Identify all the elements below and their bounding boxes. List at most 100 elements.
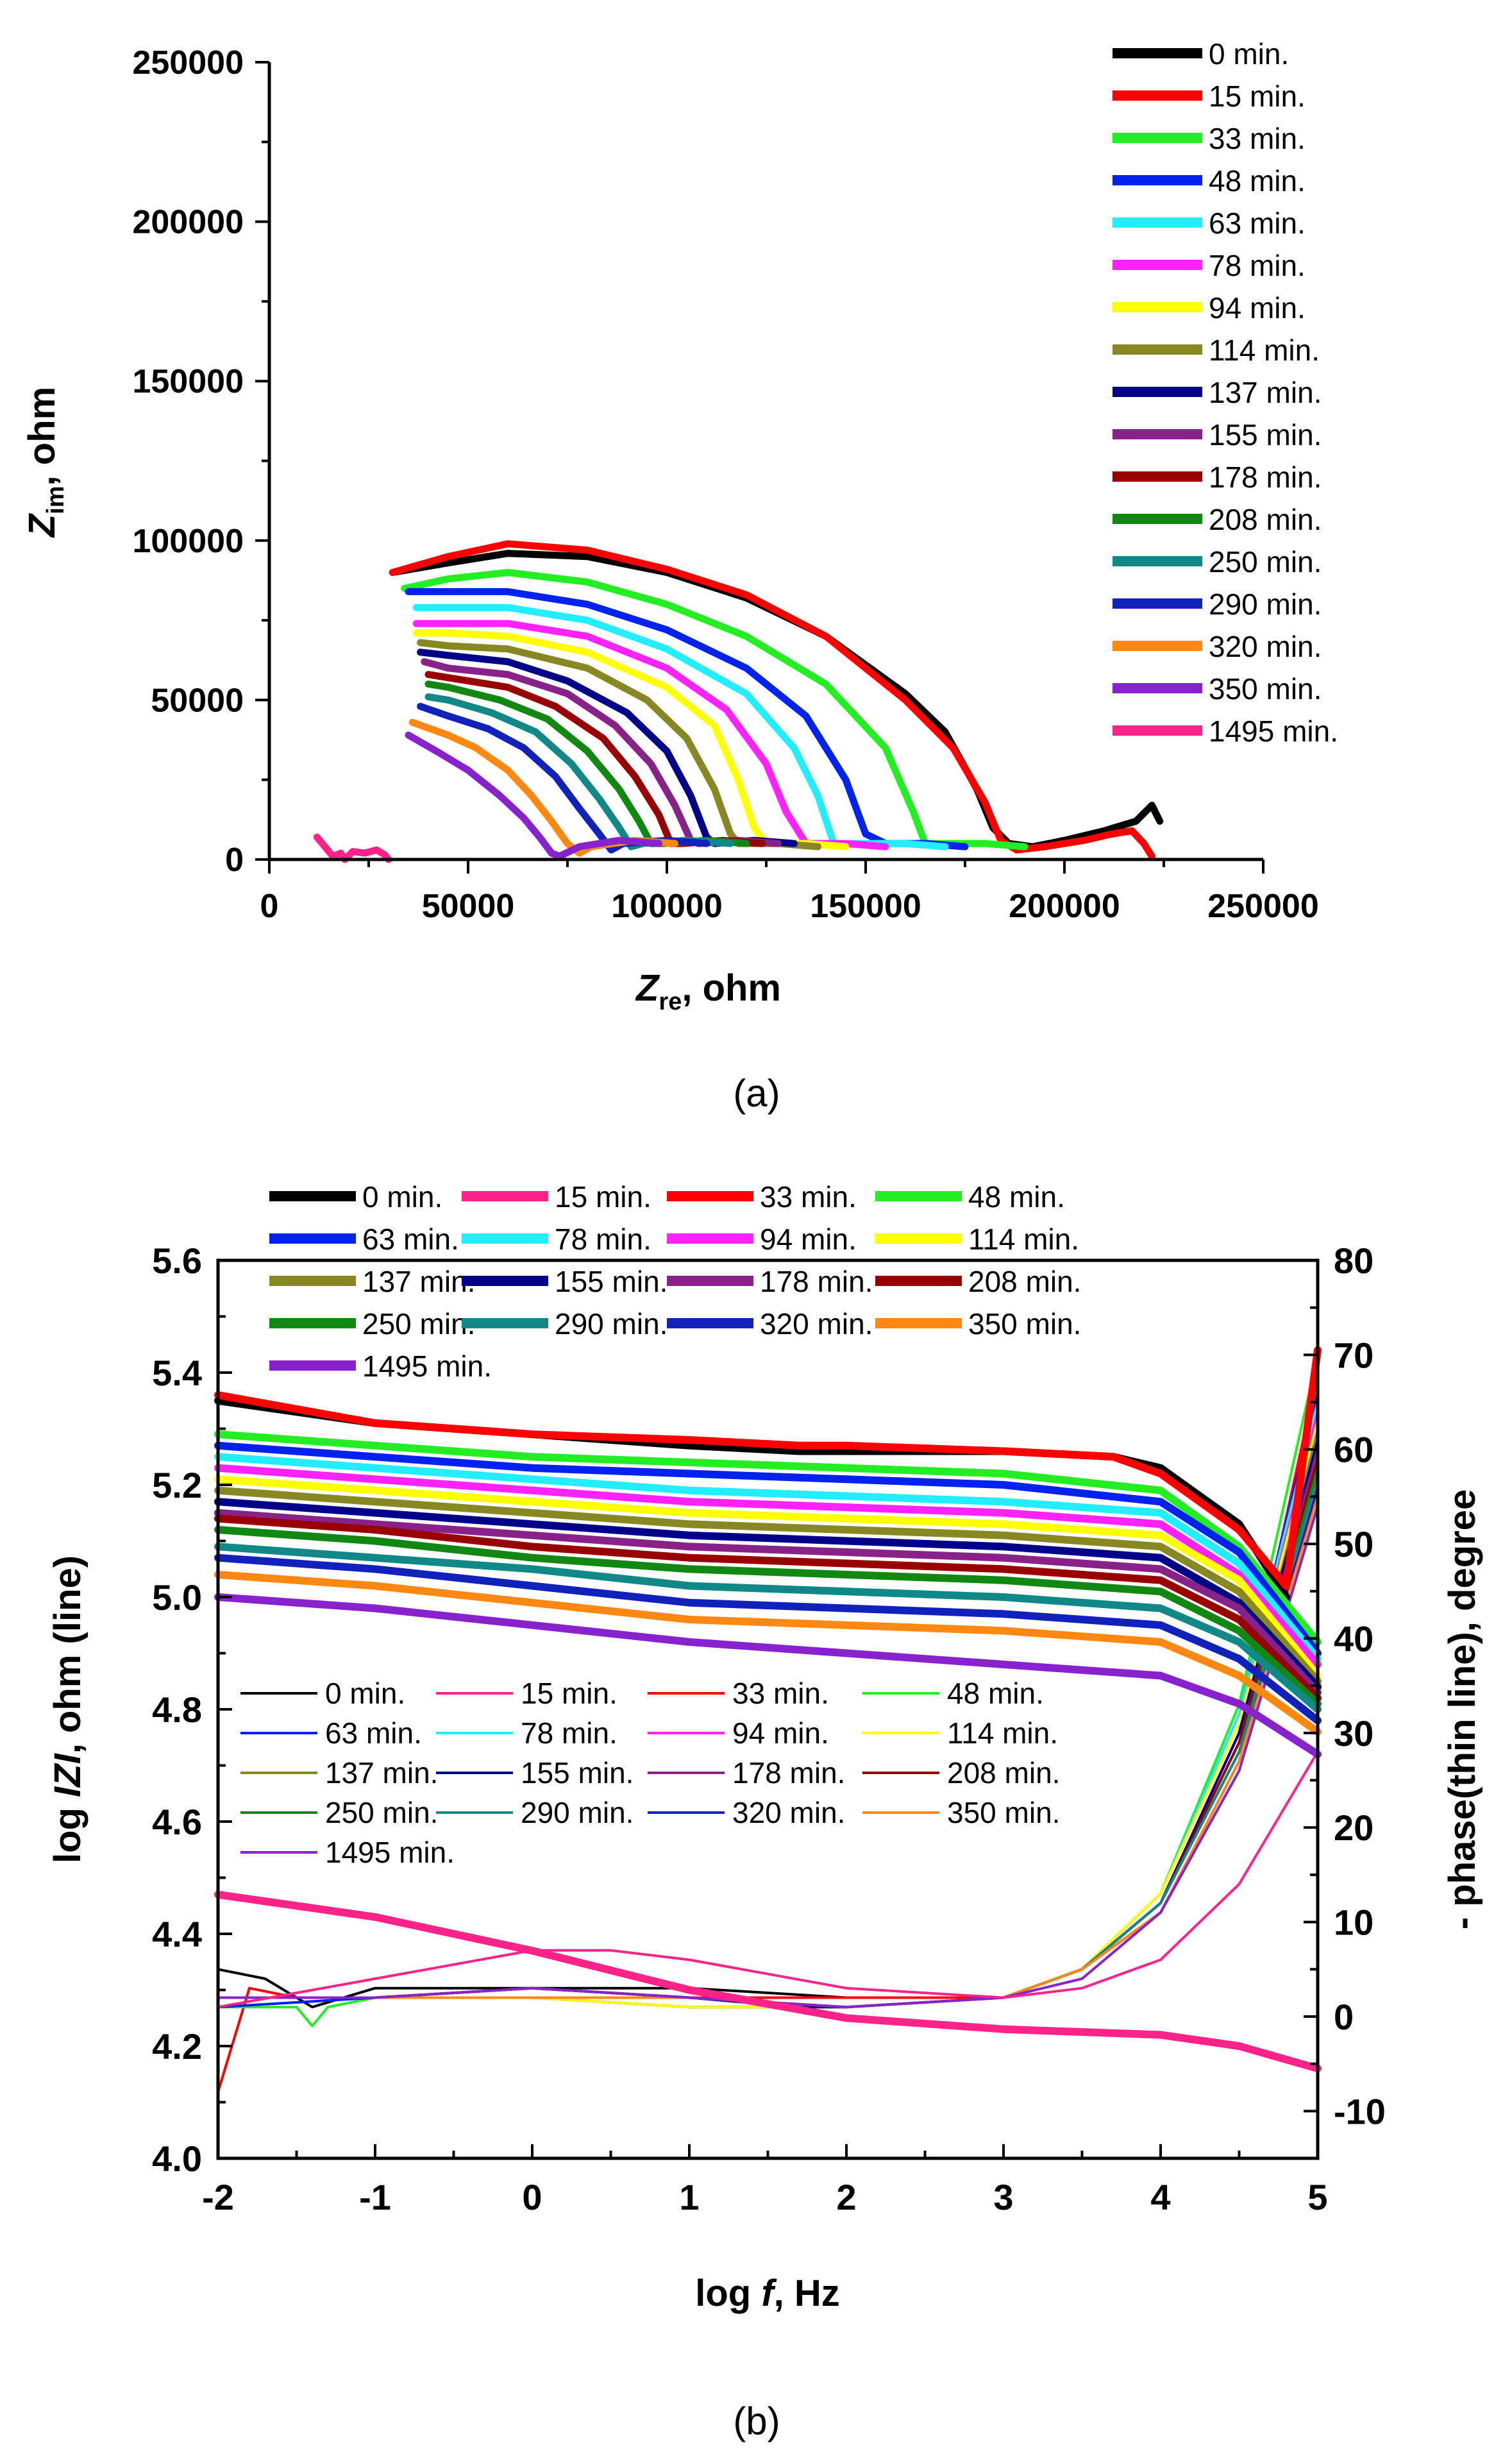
- panel-b-legend-thin-label-1495-min: 1495 min.: [325, 1836, 455, 1869]
- panel-b-x-tick-label: 1: [679, 2177, 699, 2217]
- panel-b-modulus-114-min: [214, 1475, 1322, 1680]
- panel-b-modulus-15-min: [214, 1890, 1322, 2072]
- panel-b-label: (b): [733, 2399, 780, 2442]
- panel-a-legend-label-15-min: 15 min.: [1209, 80, 1306, 113]
- panel-a-series-33-min: [401, 569, 1029, 850]
- panel-b-legend-thick-label-290-min: 290 min.: [555, 1307, 668, 1341]
- panel-b-modulus-94-min: [214, 1464, 1322, 1668]
- panel-a-legend-label-290-min: 290 min.: [1209, 588, 1322, 621]
- panel-b-y-tick-label: 4.6: [152, 1802, 202, 1842]
- panel-a-legend-label-250-min: 250 min.: [1209, 545, 1322, 579]
- panel-b-x-tick-label: 4: [1150, 2177, 1170, 2217]
- panel-a-legend-label-33-min: 33 min.: [1209, 122, 1306, 155]
- panel-a-series-350-min: [405, 731, 663, 860]
- panel-b-legend-thin-label-33-min: 33 min.: [732, 1677, 829, 1710]
- panel-b-legend-thin-label-250-min: 250 min.: [325, 1796, 438, 1829]
- panel-a-series-48-min: [405, 588, 969, 850]
- panel-a-legend-label-208-min: 208 min.: [1209, 503, 1322, 536]
- panel-b-modulus-137-min: [214, 1486, 1322, 1686]
- panel-b-modulus-290-min: [214, 1543, 1322, 1713]
- panel-b-y-tick-label: 5.6: [152, 1240, 202, 1281]
- panel-a-series-15-min: [389, 540, 1155, 860]
- panel-a-x-tick-label: 200000: [1009, 888, 1120, 925]
- panel-b-y-tick-label: 4.8: [152, 1689, 202, 1730]
- panel-b-legend-thin-label-63-min: 63 min.: [325, 1716, 422, 1750]
- panel-a-x-tick-label: 0: [260, 888, 279, 925]
- panel-a-legend-label-78-min: 78 min.: [1209, 249, 1306, 282]
- panel-b-x-title: log f, Hz: [695, 2272, 840, 2314]
- panel-b-y2-title: - phase(thin line), degree: [1441, 1489, 1483, 1929]
- panel-b-modulus-178-min: [214, 1509, 1322, 1697]
- panel-b-x-tick-label: -1: [359, 2177, 391, 2217]
- panel-b-modulus-78-min: [214, 1453, 1322, 1663]
- panel-b-legend-thick-label-208-min: 208 min.: [968, 1265, 1081, 1298]
- panel-b-phase-15-min: [217, 1751, 1319, 2009]
- panel-b-ticks: -2 -1 0 1 2 3 4 54.04.24.44.64.85.05.25.45.6-10…: [152, 1240, 1386, 2217]
- panel-b-legend-thick-label-0-min: 0 min.: [362, 1180, 442, 1214]
- panel-b-phase-1495-min: [218, 1505, 1319, 2009]
- panel-b-legend-thin-label-78-min: 78 min.: [521, 1716, 617, 1750]
- panel-a-y-tick-label: 200000: [132, 204, 244, 241]
- panel-b-y2-tick-label: 10: [1334, 1902, 1373, 1943]
- panel-b-legend-thick-label-48-min: 48 min.: [968, 1180, 1065, 1214]
- panel-b-modulus-33-min: [214, 1346, 1322, 1590]
- panel-a-legend-label-155-min: 155 min.: [1209, 418, 1322, 452]
- panel-a-legend-label-114-min: 114 min.: [1209, 334, 1320, 367]
- panel-b-legend-thick-label-350-min: 350 min.: [968, 1307, 1081, 1341]
- panel-a-legend-label-137-min: 137 min.: [1209, 376, 1322, 409]
- panel-b-legend-thick-label-155-min: 155 min.: [555, 1265, 668, 1298]
- panel-b-modulus-63-min: [214, 1441, 1322, 1657]
- panel-b-modulus-250-min: [214, 1526, 1322, 1708]
- panel-b-x-tick-label: 0: [522, 2177, 542, 2217]
- panel-b-modulus-48-min: [214, 1430, 1322, 1646]
- panel-b-x-tick-label: 3: [993, 2177, 1013, 2217]
- panel-b-legend-thin-label-0-min: 0 min.: [325, 1677, 405, 1710]
- panel-b-legend-thick-label-94-min: 94 min.: [760, 1223, 857, 1256]
- panel-a-y-title: Zim, ohm: [21, 387, 69, 538]
- panel-b-legend-thick-label-250-min: 250 min.: [362, 1307, 475, 1341]
- panel-a-x-tick-label: 100000: [611, 888, 723, 925]
- panel-b-legend-thin-label-94-min: 94 min.: [732, 1716, 829, 1750]
- panel-b-legend-thin-label-15-min: 15 min.: [521, 1677, 617, 1710]
- panel-b-legend-thin-label-320-min: 320 min.: [732, 1796, 845, 1829]
- panel-b-legend-thick-label-15-min: 15 min.: [555, 1180, 651, 1214]
- panel-b-legend-thin-label-137-min: 137 min.: [325, 1756, 438, 1790]
- panel-a-legend-label-63-min: 63 min.: [1209, 207, 1306, 240]
- panel-a-x-title: Zre, ohm: [635, 967, 781, 1015]
- panel-a-y-tick-label: 0: [225, 842, 244, 879]
- panel-b-x-tick-label: -2: [202, 2177, 234, 2217]
- panel-b-legend-thick-label-178-min: 178 min.: [760, 1265, 873, 1298]
- panel-b-legend-thick-label-33-min: 33 min.: [760, 1180, 857, 1214]
- panel-b-legend-thick-label-78-min: 78 min.: [555, 1223, 651, 1256]
- panel-b-legend-thick-label-1495-min: 1495 min.: [362, 1350, 492, 1383]
- panel-b-legend-thin-label-178-min: 178 min.: [732, 1756, 845, 1790]
- panel-a-series-1495-min: [313, 833, 392, 863]
- panel-b-legend-thin-label-208-min: 208 min.: [947, 1756, 1060, 1790]
- panel-b-y2-tick-label: 50: [1334, 1524, 1373, 1564]
- panel-a-legend: 0 min. 15 min. 33 min. 48 min. 63 min. 78 min…: [1113, 37, 1338, 748]
- panel-b-y2-tick-label: 0: [1334, 1997, 1354, 2037]
- panel-b-y2-tick-label: 40: [1334, 1618, 1373, 1659]
- panel-b-y2-tick-label: 30: [1334, 1713, 1373, 1754]
- panel-b-legend: 0 min. 15 min. 33 min. 48 min. 63 min. 78 min…: [240, 1180, 1081, 1869]
- panel-b-y2-tick-label: 60: [1334, 1430, 1373, 1470]
- panel-b-modulus-208-min: [214, 1514, 1322, 1702]
- panel-a-legend-label-0-min: 0 min.: [1209, 37, 1289, 71]
- panel-a-legend-label-320-min: 320 min.: [1209, 630, 1322, 663]
- panel-b-legend-thick-label-320-min: 320 min.: [760, 1307, 873, 1341]
- panel-a-label: (a): [733, 1072, 780, 1115]
- panel-a-x-tick-label: 250000: [1207, 888, 1319, 925]
- panel-b-y2-tick-label: -10: [1334, 2091, 1386, 2131]
- panel-b-y-tick-label: 5.4: [152, 1353, 202, 1393]
- panel-a-legend-label-1495-min: 1495 min.: [1209, 715, 1338, 748]
- panel-a-legend-label-178-min: 178 min.: [1209, 461, 1322, 494]
- panel-b-y-tick-label: 4.2: [152, 2026, 202, 2067]
- panel-a-legend-label-48-min: 48 min.: [1209, 164, 1306, 198]
- panel-a: 0 50000 100000 150000 200000 250000 0 50000 1000…: [21, 37, 1338, 1115]
- panel-b: -2 -1 0 1 2 3 4 54.04.24.44.64.85.05.25.45.6-10…: [47, 1180, 1483, 2442]
- panel-b-y-tick-label: 5.0: [152, 1577, 202, 1618]
- panel-b-series-group: [214, 1346, 1322, 2093]
- panel-a-y-tick-label: 50000: [151, 682, 244, 719]
- panel-b-y2-tick-label: 70: [1334, 1335, 1373, 1375]
